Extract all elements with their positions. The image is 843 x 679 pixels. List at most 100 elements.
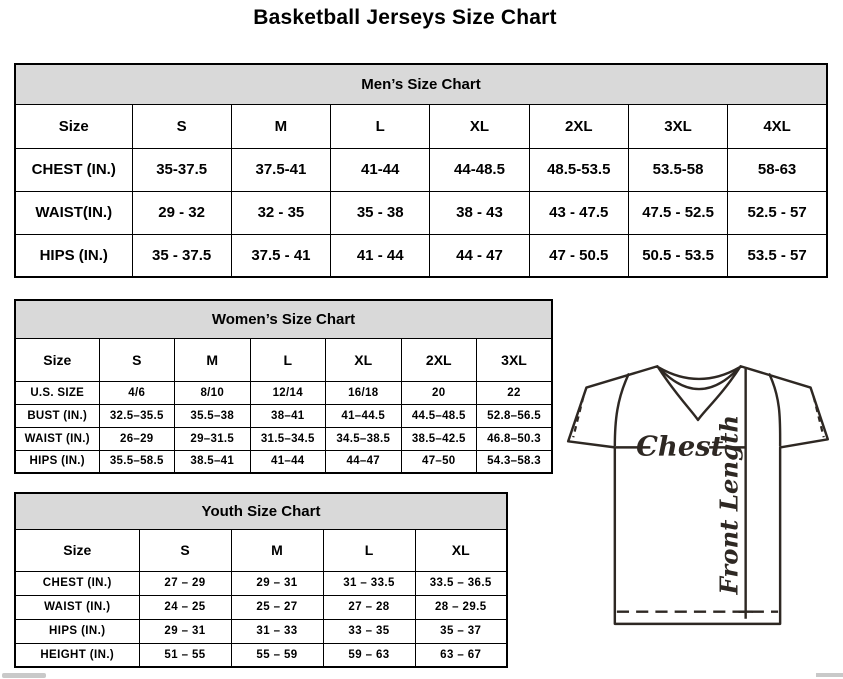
- size-cell: 4/6: [98, 380, 175, 405]
- size-cell: 29–31.5: [174, 426, 251, 451]
- table-row: CHEST (IN.) 27 – 29 29 – 31 31 – 33.5 33.5 –…: [14, 570, 508, 596]
- chart-title: Men’s Size Chart: [14, 63, 828, 105]
- row-header: WAIST (IN.): [14, 426, 100, 451]
- column-header: M: [230, 103, 332, 149]
- row-header: WAIST(IN.): [14, 190, 133, 235]
- size-cell: 22: [476, 380, 553, 405]
- horizontal-scrollbar-thumb[interactable]: [2, 673, 46, 678]
- size-cell: 29 - 32: [131, 190, 232, 235]
- column-header: S: [131, 103, 232, 149]
- size-cell: 38.5–42.5: [400, 426, 477, 451]
- size-cell: 44-48.5: [429, 147, 530, 192]
- table-row: HIPS (IN.) 29 – 31 31 – 33 33 – 35 35 – 37: [14, 618, 508, 644]
- size-cell: 53.5 - 57: [727, 233, 828, 278]
- size-cell: 12/14: [249, 380, 326, 405]
- row-header: HEIGHT (IN.): [14, 642, 140, 668]
- column-header: 2XL: [528, 103, 629, 149]
- table-row: HIPS (IN.) 35.5–58.5 38.5–41 41–44 44–47 47–5…: [14, 449, 553, 474]
- jersey-outline: [566, 365, 830, 626]
- jersey-measurement-diagram: Chest Front Length: [556, 356, 842, 626]
- right-cuff-dashed-line: [812, 396, 825, 438]
- column-header: Size: [14, 103, 133, 149]
- size-cell: 43 - 47.5: [528, 190, 629, 235]
- left-armhole-seam: [613, 372, 631, 447]
- size-cell: 38.5–41: [174, 449, 251, 474]
- size-cell: 47.5 - 52.5: [627, 190, 729, 235]
- row-header: HIPS (IN.): [14, 618, 140, 644]
- size-cell: 38–41: [249, 403, 326, 428]
- chart-title: Women’s Size Chart: [14, 299, 553, 339]
- table-row: BUST (IN.) 32.5–35.5 35.5–38 38–41 41–44.5 44…: [14, 403, 553, 428]
- size-cell: 55 – 59: [230, 642, 324, 668]
- row-header: HIPS (IN.): [14, 233, 133, 278]
- column-header: S: [138, 528, 232, 572]
- page-title: Basketball Jerseys Size Chart: [253, 6, 557, 29]
- table-row: WAIST (IN.) 24 – 25 25 – 27 27 – 28 28 – 29.…: [14, 594, 508, 620]
- size-cell: 25 – 27: [230, 594, 324, 620]
- size-cell: 35 – 37: [414, 618, 508, 644]
- size-cell: 41 - 44: [330, 233, 431, 278]
- size-cell: 47–50: [400, 449, 477, 474]
- column-header: M: [230, 528, 324, 572]
- column-header: S: [98, 337, 175, 382]
- size-cell: 31 – 33.5: [322, 570, 416, 596]
- row-header: U.S. SIZE: [14, 380, 100, 405]
- horizontal-scrollbar-track-end[interactable]: [816, 673, 843, 677]
- size-cell: 33.5 – 36.5: [414, 570, 508, 596]
- column-header: Size: [14, 528, 140, 572]
- size-cell: 35 - 37.5: [131, 233, 232, 278]
- womens-size-table: Women’s Size Chart Size S M L XL 2XL 3XL U.S. SI…: [14, 299, 553, 474]
- size-cell: 32 - 35: [230, 190, 332, 235]
- size-cell: 29 – 31: [138, 618, 232, 644]
- size-cell: 33 – 35: [322, 618, 416, 644]
- size-cell: 38 - 43: [429, 190, 530, 235]
- size-cell: 59 – 63: [322, 642, 416, 668]
- column-header: 4XL: [727, 103, 828, 149]
- size-cell: 51 – 55: [138, 642, 232, 668]
- size-cell: 31.5–34.5: [249, 426, 326, 451]
- size-cell: 29 – 31: [230, 570, 324, 596]
- size-cell: 35-37.5: [131, 147, 232, 192]
- column-header: XL: [414, 528, 508, 572]
- youth-size-table: Youth Size Chart Size S M L XL CHEST (IN.) 27 –…: [14, 492, 508, 668]
- table-row: U.S. SIZE 4/6 8/10 12/14 16/18 20 22: [14, 380, 553, 405]
- column-header: L: [330, 103, 431, 149]
- column-header: XL: [429, 103, 530, 149]
- size-cell: 44–47: [325, 449, 402, 474]
- collar-back-arc: [657, 366, 741, 381]
- column-header: 2XL: [400, 337, 477, 382]
- size-cell: 48.5-53.5: [528, 147, 629, 192]
- column-header: 3XL: [627, 103, 729, 149]
- row-header: CHEST (IN.): [14, 147, 133, 192]
- row-header: HIPS (IN.): [14, 449, 100, 474]
- size-cell: 37.5 - 41: [230, 233, 332, 278]
- size-cell: 32.5–35.5: [98, 403, 175, 428]
- size-cell: 46.8–50.3: [476, 426, 553, 451]
- size-cell: 8/10: [174, 380, 251, 405]
- table-row: HIPS (IN.) 35 - 37.5 37.5 - 41 41 - 44 44 - …: [14, 233, 828, 278]
- size-cell: 41–44: [249, 449, 326, 474]
- table-row: WAIST(IN.) 29 - 32 32 - 35 35 - 38 38 - 43 43…: [14, 190, 828, 235]
- size-cell: 44.5–48.5: [400, 403, 477, 428]
- column-header: XL: [325, 337, 402, 382]
- size-cell: 41–44.5: [325, 403, 402, 428]
- size-cell: 35 - 38: [330, 190, 431, 235]
- jersey-diagram-svg: Chest Front Length: [566, 365, 830, 626]
- row-header: WAIST (IN.): [14, 594, 140, 620]
- size-cell: 26–29: [98, 426, 175, 451]
- size-cell: 52.5 - 57: [727, 190, 828, 235]
- size-cell: 50.5 - 53.5: [627, 233, 729, 278]
- size-cell: 31 – 33: [230, 618, 324, 644]
- size-cell: 41-44: [330, 147, 431, 192]
- size-cell: 47 - 50.5: [528, 233, 629, 278]
- row-header: CHEST (IN.): [14, 570, 140, 596]
- size-cell: 34.5–38.5: [325, 426, 402, 451]
- size-cell: 63 – 67: [414, 642, 508, 668]
- size-cell: 53.5-58: [627, 147, 729, 192]
- size-cell: 54.3–58.3: [476, 449, 553, 474]
- chart-title: Youth Size Chart: [14, 492, 508, 530]
- right-armhole-seam: [767, 372, 782, 447]
- table-row: WAIST (IN.) 26–29 29–31.5 31.5–34.5 34.5–38.…: [14, 426, 553, 451]
- column-header: 3XL: [476, 337, 553, 382]
- collar-inner-arc: [659, 368, 739, 391]
